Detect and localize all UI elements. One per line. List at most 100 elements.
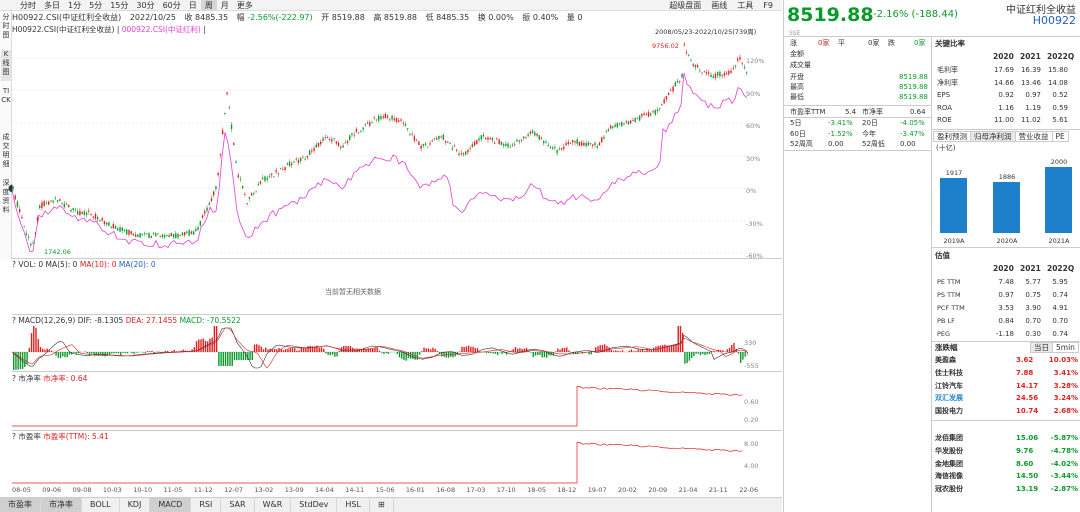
macd-bar	[710, 351, 713, 352]
left-tab-2[interactable]: TICK	[1, 87, 11, 127]
macd-chart[interactable]	[12, 326, 782, 370]
pb-chart[interactable]	[12, 380, 782, 430]
tool-0[interactable]: 超级盘面	[669, 1, 702, 10]
timeframe-9[interactable]: 月	[220, 0, 229, 10]
indicator-tab-1[interactable]: 市净率	[41, 498, 82, 512]
movers-tab-1[interactable]: 5min	[1053, 342, 1079, 353]
macd-bar	[746, 352, 749, 354]
profit-tab-1[interactable]: 归母净利润	[971, 131, 1016, 142]
date-tick: 14-11	[345, 486, 365, 494]
macd-bar	[465, 346, 468, 352]
candle	[61, 203, 63, 205]
candle	[654, 110, 656, 115]
candle	[386, 115, 389, 118]
macd-bar	[731, 344, 733, 352]
candle	[317, 142, 320, 147]
indicator-tab-0[interactable]: 市盈率	[0, 498, 41, 512]
timeframe-10[interactable]: 更多	[236, 0, 253, 10]
indicator-tab-10[interactable]: ⊞	[370, 498, 394, 512]
indicator-tab-8[interactable]: StdDev	[291, 498, 338, 512]
indicator-tab-2[interactable]: BOLL	[82, 498, 120, 512]
candle	[221, 130, 224, 135]
timeframe-6[interactable]: 60分	[162, 0, 181, 10]
macd-bar	[193, 347, 196, 352]
candle	[545, 141, 547, 143]
indicator-tab-6[interactable]: SAR	[221, 498, 255, 512]
tool-2[interactable]: 工具	[737, 1, 754, 10]
indicator-tab-7[interactable]: W&R	[255, 498, 292, 512]
timeframe-7[interactable]: 日	[188, 0, 197, 10]
candle	[90, 214, 92, 216]
macd-bar	[238, 352, 240, 360]
help-icon[interactable]: ?	[12, 432, 16, 441]
high-value: 8519.88	[383, 13, 418, 22]
indicator-tab-5[interactable]: RSI	[191, 498, 222, 512]
macd-bar	[719, 350, 722, 352]
date-tick: 11-12	[193, 486, 213, 494]
indicator-tab-9[interactable]: HSL	[337, 498, 370, 512]
left-tab-1[interactable]: K线图	[1, 50, 11, 81]
macd-bar	[311, 346, 314, 352]
candle	[21, 217, 23, 219]
date-tick: 19-07	[587, 486, 607, 494]
candle	[275, 170, 277, 172]
pb-value: 0.64	[910, 108, 926, 116]
macd-bar	[688, 352, 691, 361]
candle	[415, 140, 418, 141]
price-chart[interactable]	[12, 36, 782, 258]
macd-bar	[211, 337, 213, 352]
timeframe-5[interactable]: 30分	[136, 0, 155, 10]
candle	[36, 217, 39, 221]
help-icon[interactable]: ?	[12, 316, 16, 325]
macd-bar	[180, 350, 182, 352]
macd-bar	[111, 352, 113, 354]
macd-bar	[519, 348, 521, 352]
macd-bar	[597, 346, 599, 352]
ratio-value: 14.08	[1047, 78, 1068, 87]
left-tab-4[interactable]: 深度资料	[1, 179, 11, 219]
up-label: 涨	[790, 39, 797, 47]
help-icon[interactable]: ?	[12, 260, 16, 269]
indicator-tab-4[interactable]: MACD	[150, 498, 192, 512]
left-tab-0[interactable]: 分时图	[1, 13, 11, 44]
macd-bar	[434, 348, 436, 352]
left-tab-3[interactable]: 成交明细	[1, 133, 11, 173]
valuation-value: 0.30	[1025, 330, 1041, 338]
macd-bar	[409, 352, 412, 359]
candle	[665, 96, 668, 100]
date-tick: 15-06	[375, 486, 395, 494]
mover-name: 江铃汽车	[935, 381, 963, 390]
macd-bar	[494, 352, 497, 354]
help-icon[interactable]: ?	[12, 374, 16, 383]
macd-bar	[523, 348, 526, 352]
candle	[632, 120, 634, 121]
indicator-tab-3[interactable]: KDJ	[120, 498, 151, 512]
candle	[583, 143, 585, 146]
candle	[152, 233, 155, 234]
candle	[404, 123, 407, 126]
candle	[683, 44, 685, 46]
candle	[690, 60, 692, 62]
macd-bar	[548, 352, 550, 356]
movers-tab-0[interactable]: 当日	[1030, 342, 1053, 353]
timeframe-2[interactable]: 1分	[68, 0, 82, 10]
close-label: 收	[184, 13, 193, 22]
tool-3[interactable]: F9	[763, 1, 773, 10]
macd-bar	[218, 352, 220, 366]
timeframe-3[interactable]: 5分	[89, 0, 103, 10]
timeframe-4[interactable]: 15分	[110, 0, 129, 10]
profit-tab-3[interactable]: PE	[1052, 131, 1069, 142]
timeframe-8[interactable]: 周	[200, 0, 217, 11]
mover-price: 15.06	[1016, 434, 1039, 442]
candle	[547, 144, 549, 147]
timeframe-0[interactable]: 分时	[20, 0, 36, 10]
pe-chart[interactable]	[12, 438, 782, 486]
ratio-label: 净利率	[937, 78, 958, 87]
profit-tab-2[interactable]: 营业收益	[1015, 131, 1053, 142]
price-axis-tick: -30%	[746, 219, 763, 228]
pb-value: 市净率: 0.64	[43, 374, 88, 383]
tool-1[interactable]: 画线	[711, 1, 728, 10]
profit-tab-0[interactable]: 盈利预测	[933, 131, 971, 142]
candle	[190, 231, 193, 234]
timeframe-1[interactable]: 多日	[44, 0, 60, 10]
